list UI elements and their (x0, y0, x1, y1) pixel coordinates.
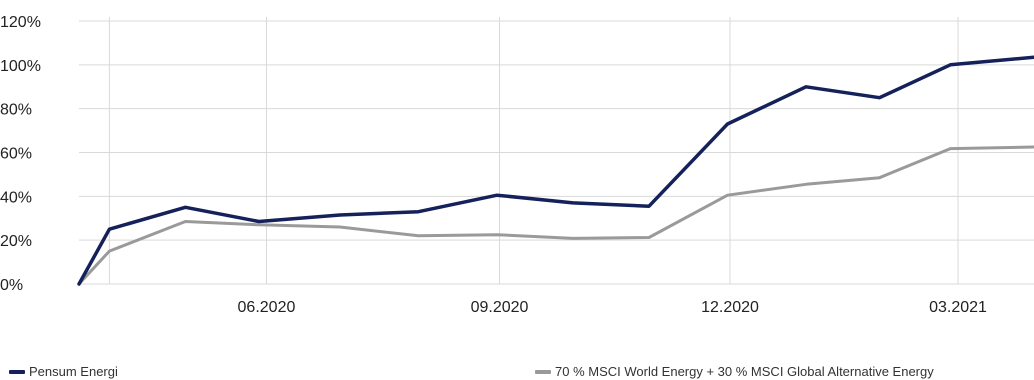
legend-label: Pensum Energi (29, 364, 118, 379)
legend-swatch (535, 369, 551, 374)
series-lines (77, 55, 1034, 286)
y-tick-label: 20% (0, 233, 32, 250)
legend-label: 70 % MSCI World Energy + 30 % MSCI Globa… (555, 364, 934, 379)
y-tick-label: 40% (0, 189, 32, 206)
legend-item-pensum-energi: Pensum Energi (9, 364, 118, 379)
y-tick-label: 60% (0, 146, 32, 163)
legend-swatch (9, 369, 25, 374)
series-line-0 (77, 55, 1034, 286)
y-tick-label: 0% (0, 277, 23, 294)
x-axis-tick-labels: 06.2020 09.2020 12.2020 03.2021 (238, 299, 987, 316)
x-tick-label: 12.2020 (701, 299, 759, 316)
x-tick-label: 09.2020 (471, 299, 529, 316)
y-tick-label: 100% (0, 58, 41, 75)
x-tick-label: 03.2021 (929, 299, 987, 316)
y-tick-label: 120% (0, 14, 41, 31)
horizontal-gridlines (79, 20, 1034, 285)
y-axis-tick-labels: 0% 20% 40% 60% 80% 100% 120% (0, 14, 41, 294)
x-tick-label: 06.2020 (238, 299, 296, 316)
legend-item-benchmark: 70 % MSCI World Energy + 30 % MSCI Globa… (535, 364, 934, 379)
vertical-gridlines (108, 17, 959, 284)
line-chart: 0% 20% 40% 60% 80% 100% 120% 06.2020 09.2020 12.… (0, 14, 1034, 316)
series-line-1 (77, 145, 1034, 286)
y-tick-label: 80% (0, 102, 32, 119)
